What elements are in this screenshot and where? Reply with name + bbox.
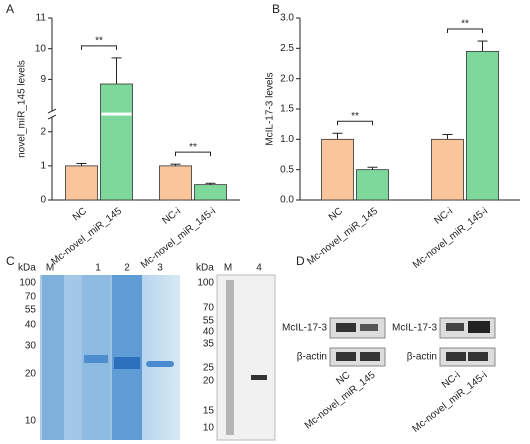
marker-label: 70: [203, 303, 215, 314]
wb-band: [336, 323, 356, 332]
blot: [216, 274, 276, 441]
y-axis-label: McIL-17-3 levels: [265, 72, 276, 145]
marker-label: 100: [197, 278, 214, 289]
y-tick-label: 10: [35, 43, 47, 54]
row-label: β-actin: [407, 352, 437, 363]
unit: kDa: [18, 263, 36, 274]
marker-label: 100: [19, 278, 36, 289]
row-label: McIL-17-3: [392, 323, 437, 334]
y-tick-label: 2.0: [280, 73, 294, 84]
blot-band: [251, 375, 267, 380]
gel-lane: [42, 275, 64, 440]
y-tick-label: 0: [40, 195, 46, 206]
marker-label: 35: [203, 339, 215, 350]
y-tick-label: 9: [40, 74, 46, 85]
lane-label: 4: [256, 263, 262, 274]
bar: [321, 138, 354, 201]
blot-lane: [226, 280, 234, 435]
row-label: McIL-17-3: [282, 323, 327, 334]
panel-label: A: [6, 2, 14, 16]
y-tick-label: 0.5: [280, 164, 294, 175]
lane-label: 1: [95, 263, 101, 274]
break-gap: [101, 112, 132, 116]
x-tick-label: NC-i: [432, 206, 455, 227]
wb-band: [336, 352, 356, 361]
bar: [466, 50, 499, 201]
marker-label: 55: [203, 316, 215, 327]
row-label: β-actin: [297, 352, 327, 363]
bar: [159, 165, 192, 201]
marker-label: 20: [25, 369, 37, 380]
sig-bracket: [447, 28, 483, 34]
wb-band: [360, 352, 380, 361]
gel-band: [146, 361, 174, 367]
x-tick-label: NC: [71, 206, 89, 224]
bar: [65, 165, 98, 201]
wb-band: [468, 321, 490, 333]
y-tick-label: 1.5: [280, 104, 294, 115]
x-tick-label: NC: [327, 206, 345, 224]
marker-label: 20: [203, 376, 215, 387]
y-axis-label: novel_miR_145 levels: [17, 60, 28, 158]
axis-break: [47, 114, 57, 120]
marker-label: 10: [203, 423, 215, 434]
marker-label: 30: [25, 341, 37, 352]
marker-label: 15: [203, 406, 215, 417]
marker-label: 25: [203, 363, 215, 374]
sig-label: **: [461, 19, 469, 30]
lane-label: NC: [334, 370, 352, 388]
lane-label: M: [224, 263, 232, 274]
panel-label: C: [6, 254, 15, 268]
axis-break: [47, 111, 57, 118]
marker-label: 70: [25, 292, 37, 303]
sig-bracket: [337, 120, 373, 126]
axis-break: [47, 108, 57, 114]
y-tick-label: 2: [40, 126, 46, 137]
marker-label: 40: [25, 320, 37, 331]
sig-label: **: [189, 142, 197, 153]
y-tick-label: 0.0: [280, 195, 294, 206]
y-tick-label: 2.5: [280, 43, 294, 54]
y-tick-label: 11: [36, 13, 47, 24]
panel-label: D: [296, 254, 305, 268]
bar: [356, 169, 389, 201]
bar: [100, 83, 133, 201]
wb-band: [446, 352, 466, 361]
lane-label: 2: [124, 263, 130, 274]
bar: [431, 138, 464, 201]
lane-label: 3: [157, 263, 163, 274]
gel-band: [114, 357, 140, 369]
marker-label: 40: [203, 327, 215, 338]
y-tick-label: 3.0: [280, 13, 294, 24]
x-tick-label: NC-i: [160, 206, 183, 227]
panel-label: B: [272, 2, 280, 16]
sig-label: **: [351, 111, 359, 122]
y-tick-label: 1: [40, 161, 46, 172]
sig-label: **: [95, 36, 103, 47]
wb-band: [446, 323, 464, 331]
y-tick-label: 1.0: [280, 134, 294, 145]
wb-band: [468, 352, 488, 361]
marker-label: 55: [25, 305, 37, 316]
sig-bracket: [175, 151, 211, 157]
bar: [194, 184, 227, 201]
sig-bracket: [81, 45, 117, 50]
gel-band: [84, 355, 108, 363]
lane-label: M: [46, 263, 54, 274]
unit: kDa: [196, 263, 214, 274]
marker-label: 10: [25, 416, 37, 427]
wb-band: [360, 324, 378, 331]
